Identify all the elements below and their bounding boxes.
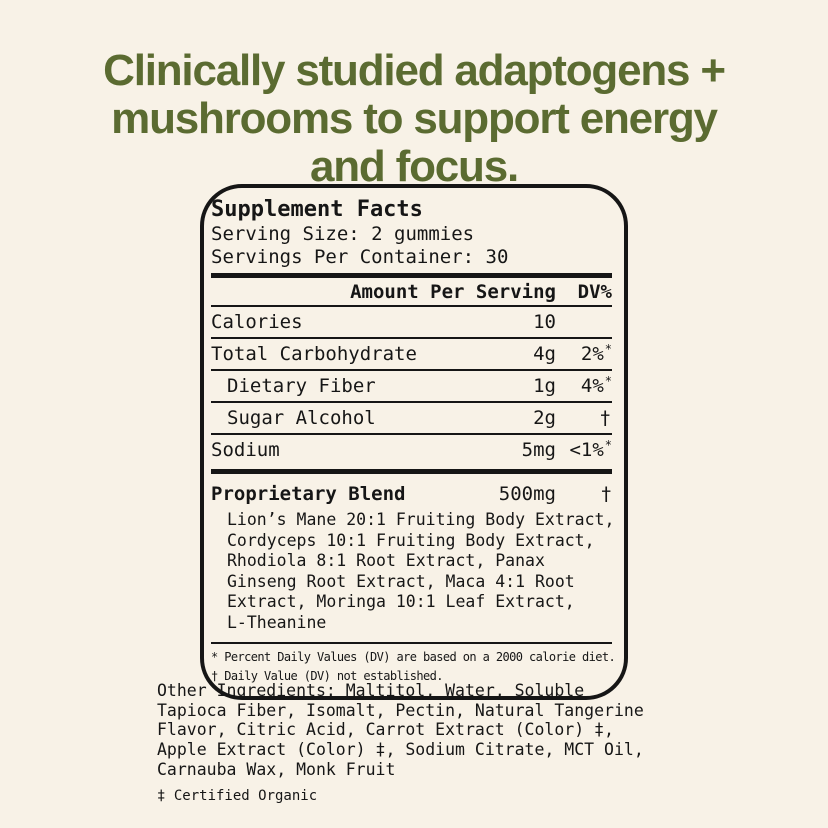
certified-organic-note: ‡ Certified Organic [157, 787, 318, 804]
headline-line-1: Clinically studied adaptogens + [103, 46, 726, 96]
nutrient-label: Sodium [211, 439, 280, 461]
dv-percent-header: DV% [577, 281, 612, 303]
nutrient-label: Sugar Alcohol [227, 407, 376, 429]
blend-label: Proprietary Blend [211, 483, 406, 505]
nutrient-row-sodium: Sodium 5mg <1%* [211, 435, 612, 465]
other-ingredients-line: Flavor, Citric Acid, Carrot Extract (Col… [157, 720, 614, 740]
nutrient-dv [556, 311, 612, 335]
nutrient-dv: † [599, 407, 611, 429]
amount-per-serving-header: Amount Per Serving [350, 281, 556, 303]
nutrient-row-calories: Calories 10 [211, 307, 612, 339]
divider-thin-footnotes [211, 642, 612, 644]
divider-thick-top [211, 273, 612, 278]
servings-per-container: Servings Per Container: 30 [211, 246, 509, 268]
blend-description-line: L-Theanine [227, 612, 327, 632]
blend-description: Lion’s Mane 20:1 Fruiting Body Extract, … [227, 510, 615, 633]
other-ingredients-line: Other Ingredients: Maltitol, Water, Solu… [157, 681, 585, 700]
nutrient-label: Calories [211, 311, 303, 333]
dv-footnote-marker: * [604, 374, 612, 388]
other-ingredients-section: Other Ingredients: Maltitol, Water, Solu… [157, 681, 644, 804]
nutrient-amount: 4g [533, 343, 556, 365]
nutrient-amount: 5mg [521, 439, 556, 461]
footnote-percent-dv: * Percent Daily Values (DV) are based on… [211, 650, 616, 664]
other-ingredients-line: Apple Extract (Color) ‡, Sodium Citrate,… [157, 740, 644, 760]
blend-description-line: Rhodiola 8:1 Root Extract, Panax [227, 551, 545, 570]
other-ingredients-line: Tapioca Fiber, Isomalt, Pectin, Natural … [157, 700, 644, 720]
nutrient-dv: <1%* [569, 438, 612, 461]
nutrient-amount: 2g [533, 407, 556, 429]
serving-size: Serving Size: 2 gummies [211, 223, 475, 245]
nutrient-dv: 4%* [580, 374, 612, 397]
other-ingredients-line: Carnauba Wax, Monk Fruit [157, 759, 396, 779]
proprietary-blend-row: Proprietary Blend 500mg † [211, 474, 612, 507]
divider-thick-bottom [211, 469, 612, 474]
blend-description-line: Extract, Moringa 10:1 Leaf Extract, [227, 592, 575, 611]
page-headline: Clinically studied adaptogens + mushroom… [0, 47, 828, 191]
headline-line-2: mushrooms to support energy [111, 94, 718, 144]
panel-title: Supplement Facts [211, 197, 423, 222]
dv-footnote-marker: * [604, 438, 612, 452]
blend-description-line: Lion’s Mane 20:1 Fruiting Body Extract, [227, 510, 615, 529]
nutrient-amount: 1g [533, 375, 556, 397]
panel-footnotes: * Percent Daily Values (DV) are based on… [211, 648, 616, 686]
supplement-facts-panel: Supplement Facts Serving Size: 2 gummies… [200, 184, 628, 700]
nutrient-row-total-carbohydrate: Total Carbohydrate 4g 2%* [211, 339, 612, 371]
blend-dv: † [600, 483, 612, 505]
nutrient-label: Total Carbohydrate [211, 343, 417, 365]
column-header-row: Amount Per Serving DV% [211, 278, 612, 307]
headline-line-3: and focus. [309, 142, 519, 192]
blend-description-line: Ginseng Root Extract, Maca 4:1 Root [227, 571, 575, 591]
footnote-dv-not-established: † Daily Value (DV) not established. [211, 669, 443, 683]
nutrient-dv: 2%* [580, 342, 612, 365]
nutrient-row-sugar-alcohol: Sugar Alcohol 2g † [211, 403, 612, 435]
blend-description-line: Cordyceps 10:1 Fruiting Body Extract, [227, 530, 595, 550]
nutrient-amount: 10 [533, 311, 556, 333]
nutrient-row-dietary-fiber: Dietary Fiber 1g 4%* [211, 371, 612, 403]
dv-footnote-marker: * [604, 342, 612, 356]
nutrient-label: Dietary Fiber [227, 375, 376, 397]
blend-amount: 500mg [498, 483, 556, 505]
